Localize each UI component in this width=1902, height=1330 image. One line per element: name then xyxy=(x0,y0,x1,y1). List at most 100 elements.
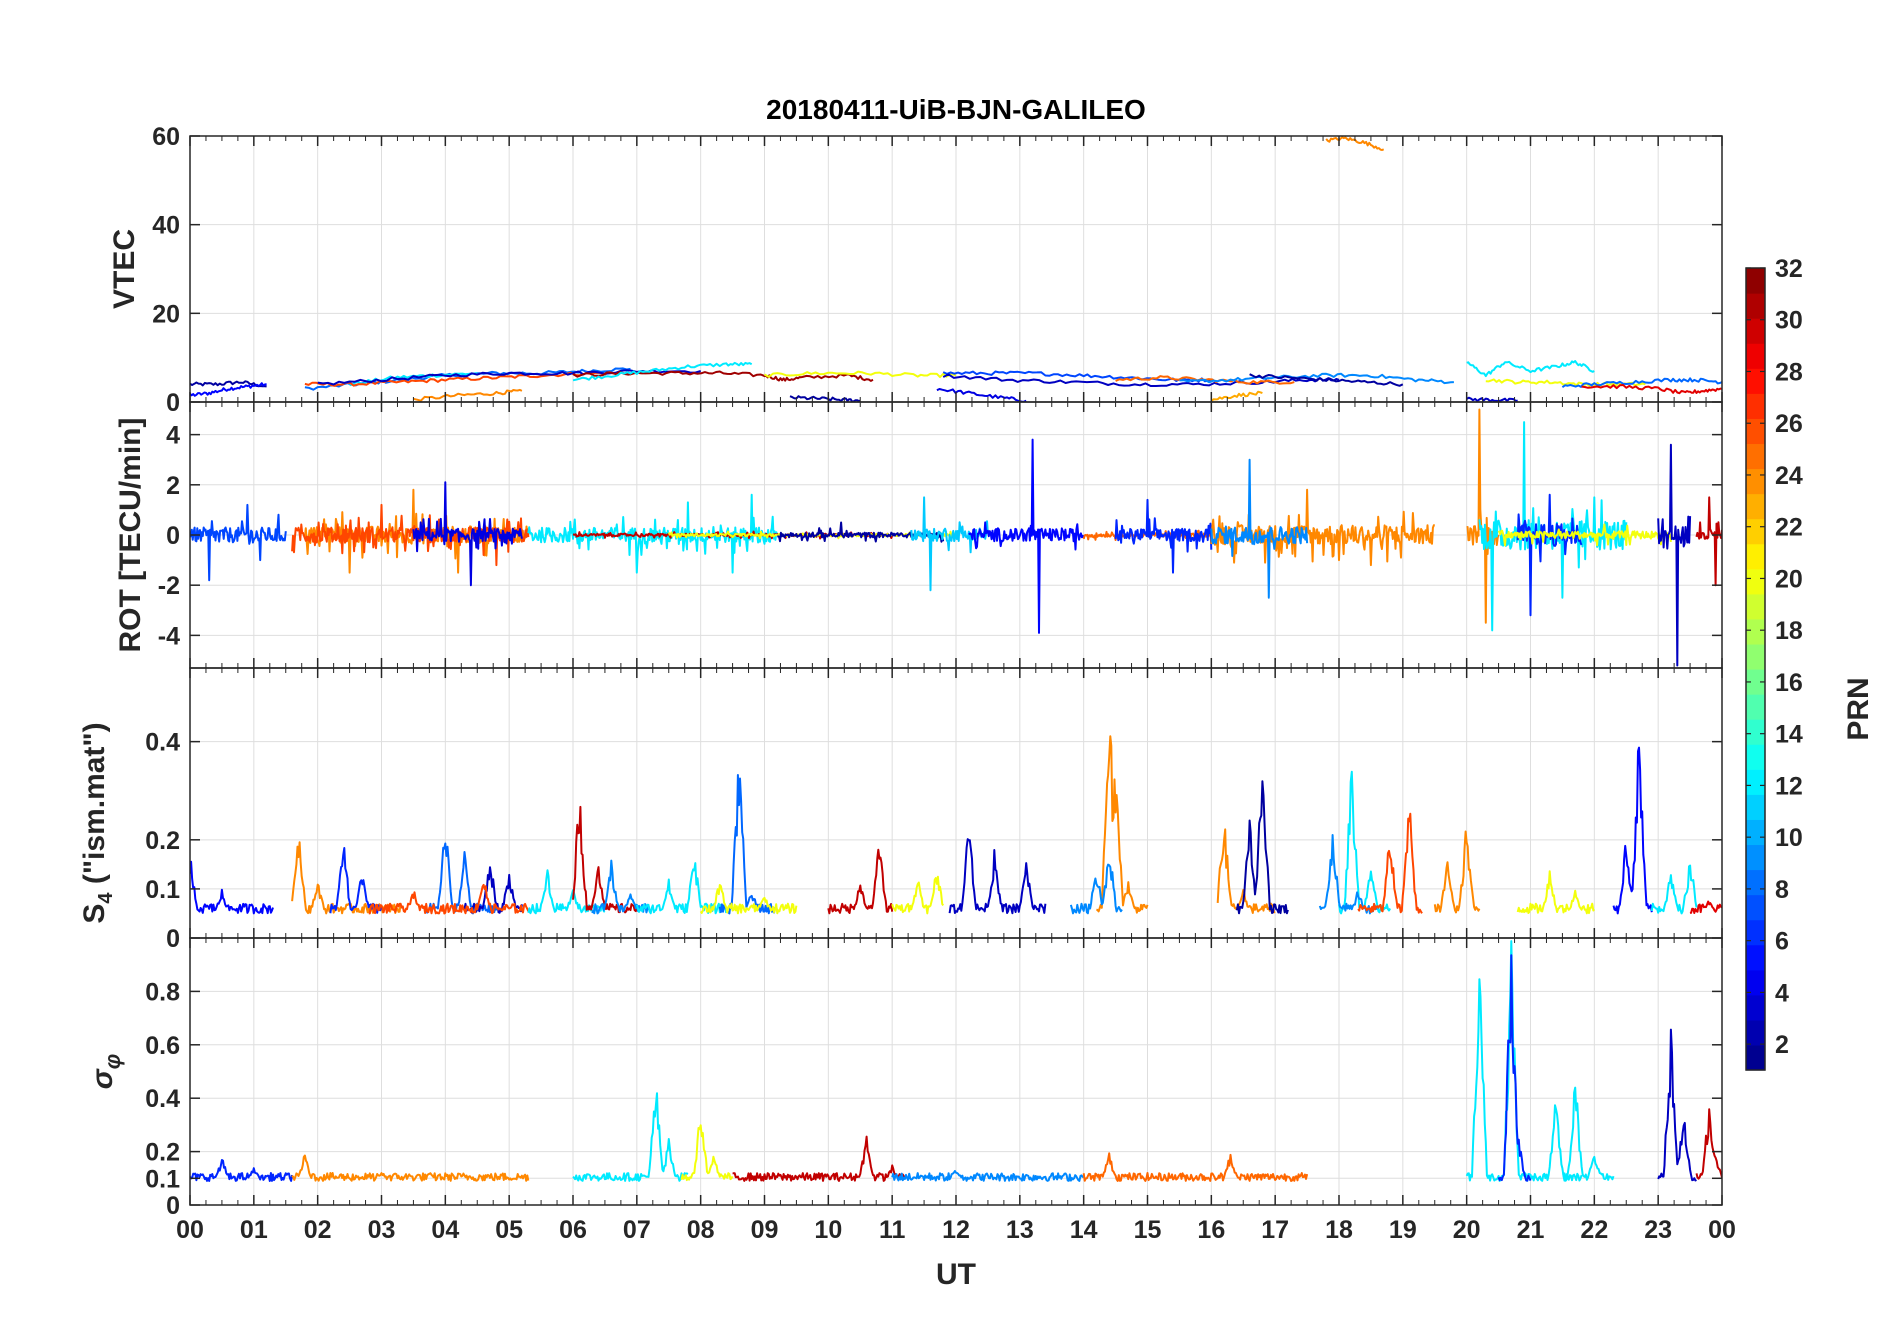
y-axis-label: VTEC xyxy=(108,229,141,309)
y-axis-label-sigma: σ xyxy=(86,1068,119,1089)
colorbar-segment xyxy=(1746,944,1765,971)
y-axis-label-phi: φ xyxy=(100,1054,125,1069)
series-line-prn-20 xyxy=(1497,523,1672,547)
colorbar-tick-label: 14 xyxy=(1775,721,1803,749)
colorbar-tick-label: 8 xyxy=(1775,876,1789,904)
colorbar-segment xyxy=(1746,568,1765,595)
y-axis-label-main: S xyxy=(78,904,111,924)
colorbar-segment xyxy=(1746,694,1765,720)
colorbar-segment xyxy=(1746,343,1765,369)
colorbar-label: PRN xyxy=(1842,677,1875,740)
series-line-prn-20 xyxy=(891,875,945,915)
series-line-prn-5 xyxy=(968,438,1085,634)
colorbar-tick-label: 30 xyxy=(1775,307,1803,335)
series-line-prn-30 xyxy=(1695,496,1722,587)
series-line-prn-30 xyxy=(1695,1108,1722,1180)
series-line-prn-20 xyxy=(1516,870,1596,915)
colorbar-segment xyxy=(1746,393,1765,419)
y-tick-label: 2 xyxy=(166,472,180,500)
series-line-prn-4 xyxy=(936,388,1027,402)
colorbar-tick-label: 32 xyxy=(1775,255,1803,283)
series-line-prn-12 xyxy=(1466,360,1595,378)
colorbar-segment xyxy=(1746,543,1765,570)
y-tick-label: 0.6 xyxy=(145,1032,180,1060)
y-tick-label: 0.2 xyxy=(145,827,180,855)
x-tick-label: 17 xyxy=(1261,1216,1289,1244)
series-line-prn-3 xyxy=(1657,443,1692,667)
x-tick-label: 14 xyxy=(1070,1216,1098,1244)
colorbar-tick-label: 22 xyxy=(1775,514,1803,542)
series-line-prn-5 xyxy=(1612,746,1653,915)
x-tick-label: 19 xyxy=(1389,1216,1417,1244)
series-group xyxy=(190,940,1722,1182)
colorbar-segment xyxy=(1746,468,1765,495)
series-line-prn-3 xyxy=(463,866,523,914)
colorbar-tick-label: 24 xyxy=(1775,462,1803,490)
series-line-prn-3 xyxy=(948,838,1047,915)
y-axis-label-subscript: 4 xyxy=(95,892,117,904)
series-line-prn-24 xyxy=(291,1154,530,1182)
series-line-prn-25 xyxy=(1082,1152,1309,1182)
chart-title: 20180411-UiB-BJN-GALILEO xyxy=(766,94,1146,125)
colorbar-segment xyxy=(1746,669,1765,695)
series-line-prn-24 xyxy=(1216,828,1276,914)
y-tick-label: 0 xyxy=(166,522,180,550)
series-line-prn-31 xyxy=(572,370,874,382)
y-axis-label-rest: ("ism.mat") xyxy=(78,722,111,892)
series-line-prn-2 xyxy=(1249,373,1404,387)
colorbar-segment xyxy=(1746,443,1765,470)
colorbar-tick-label: 10 xyxy=(1775,824,1803,852)
y-tick-label: 0.2 xyxy=(145,1139,180,1167)
y-axis-label: ROT [TECU/min] xyxy=(114,418,147,653)
series-line-prn-6 xyxy=(1114,498,1213,574)
colorbar-tick-label: 2 xyxy=(1775,1031,1789,1059)
y-tick-label: 0.1 xyxy=(145,876,180,904)
x-tick-label: 15 xyxy=(1134,1216,1162,1244)
y-axis-label: S4 ("ism.mat") xyxy=(78,722,117,923)
x-axis-label: UT xyxy=(936,1258,976,1291)
colorbar-tick-label: 6 xyxy=(1775,928,1789,956)
colorbar-segment xyxy=(1746,368,1765,394)
series-line-prn-30 xyxy=(827,848,894,915)
colorbar-segment xyxy=(1746,894,1765,921)
x-tick-label: 23 xyxy=(1644,1216,1672,1244)
series-line-prn-12 xyxy=(572,1092,689,1182)
x-tick-label: 18 xyxy=(1325,1216,1353,1244)
colorbar-tick-label: 26 xyxy=(1775,410,1803,438)
y-tick-label: 0 xyxy=(166,925,180,953)
y-tick-label: 0 xyxy=(166,389,180,417)
series-line-prn-3 xyxy=(1466,396,1518,402)
colorbar-segment xyxy=(1746,1019,1765,1046)
x-tick-labels: 00 01 02 03 04 05 06 07 08 09 10 11 12 13 14 15 16 17 18 19… xyxy=(176,1216,1736,1244)
y-tick-label: 40 xyxy=(152,212,180,240)
x-tick-label: 03 xyxy=(368,1216,396,1244)
series-line-prn-12 xyxy=(572,361,753,382)
x-tick-label: 06 xyxy=(559,1216,587,1244)
colorbar-segment xyxy=(1746,593,1765,620)
series-line-prn-6 xyxy=(190,1159,294,1182)
series-line-prn-8 xyxy=(425,842,498,915)
colorbar-segment xyxy=(1746,493,1765,520)
colorbar-frame xyxy=(1745,267,1766,1071)
series-line-prn-12 xyxy=(1650,864,1698,915)
x-tick-label: 10 xyxy=(814,1216,842,1244)
series-line-prn-5 xyxy=(190,382,267,397)
x-tick-label: 22 xyxy=(1580,1216,1608,1244)
colorbar-segment xyxy=(1746,318,1765,344)
y-tick-label: 0.1 xyxy=(145,1165,180,1193)
series-group xyxy=(190,735,1722,915)
series-line-prn-12 xyxy=(1562,1086,1615,1182)
series-line-prn-26 xyxy=(1357,812,1423,914)
series-line-prn-2 xyxy=(190,380,267,388)
colorbar-tick-label: 16 xyxy=(1775,669,1803,697)
x-tick-label: 09 xyxy=(751,1216,779,1244)
y-tick-label: 60 xyxy=(152,123,180,151)
y-axis-label: σφ xyxy=(86,1054,125,1089)
colorbar-segment xyxy=(1746,418,1765,445)
x-tick-label: 11 xyxy=(879,1216,906,1244)
series-line-prn-24 xyxy=(291,841,402,915)
series-line-prn-12 xyxy=(635,862,728,915)
x-tick-label: 02 xyxy=(304,1216,332,1244)
x-tick-label: 01 xyxy=(240,1216,268,1244)
